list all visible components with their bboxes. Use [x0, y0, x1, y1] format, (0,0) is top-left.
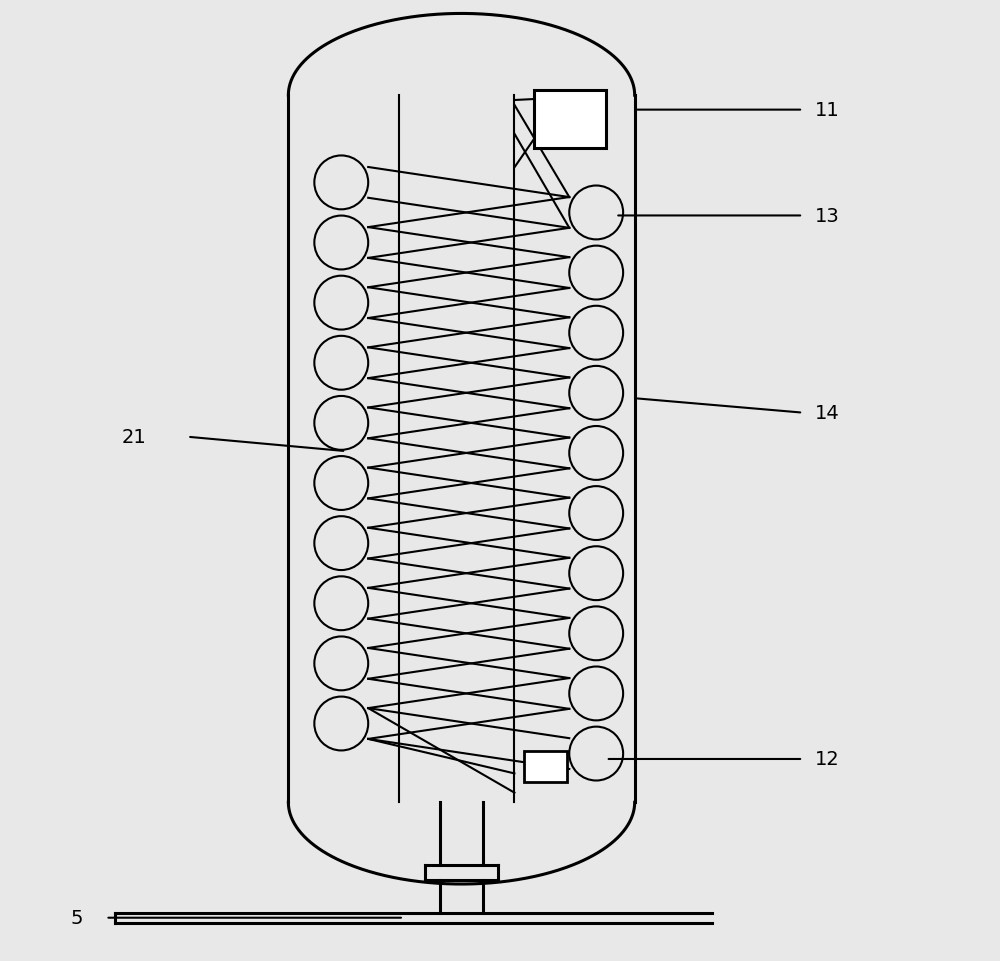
Text: 14: 14	[815, 404, 839, 423]
Bar	[524, 752, 567, 782]
Text: 21: 21	[122, 428, 147, 447]
Text: 12: 12	[815, 750, 839, 769]
Text: 13: 13	[815, 207, 839, 226]
Text: 5: 5	[70, 908, 83, 927]
Bar	[534, 91, 606, 149]
Text: 11: 11	[815, 101, 839, 120]
